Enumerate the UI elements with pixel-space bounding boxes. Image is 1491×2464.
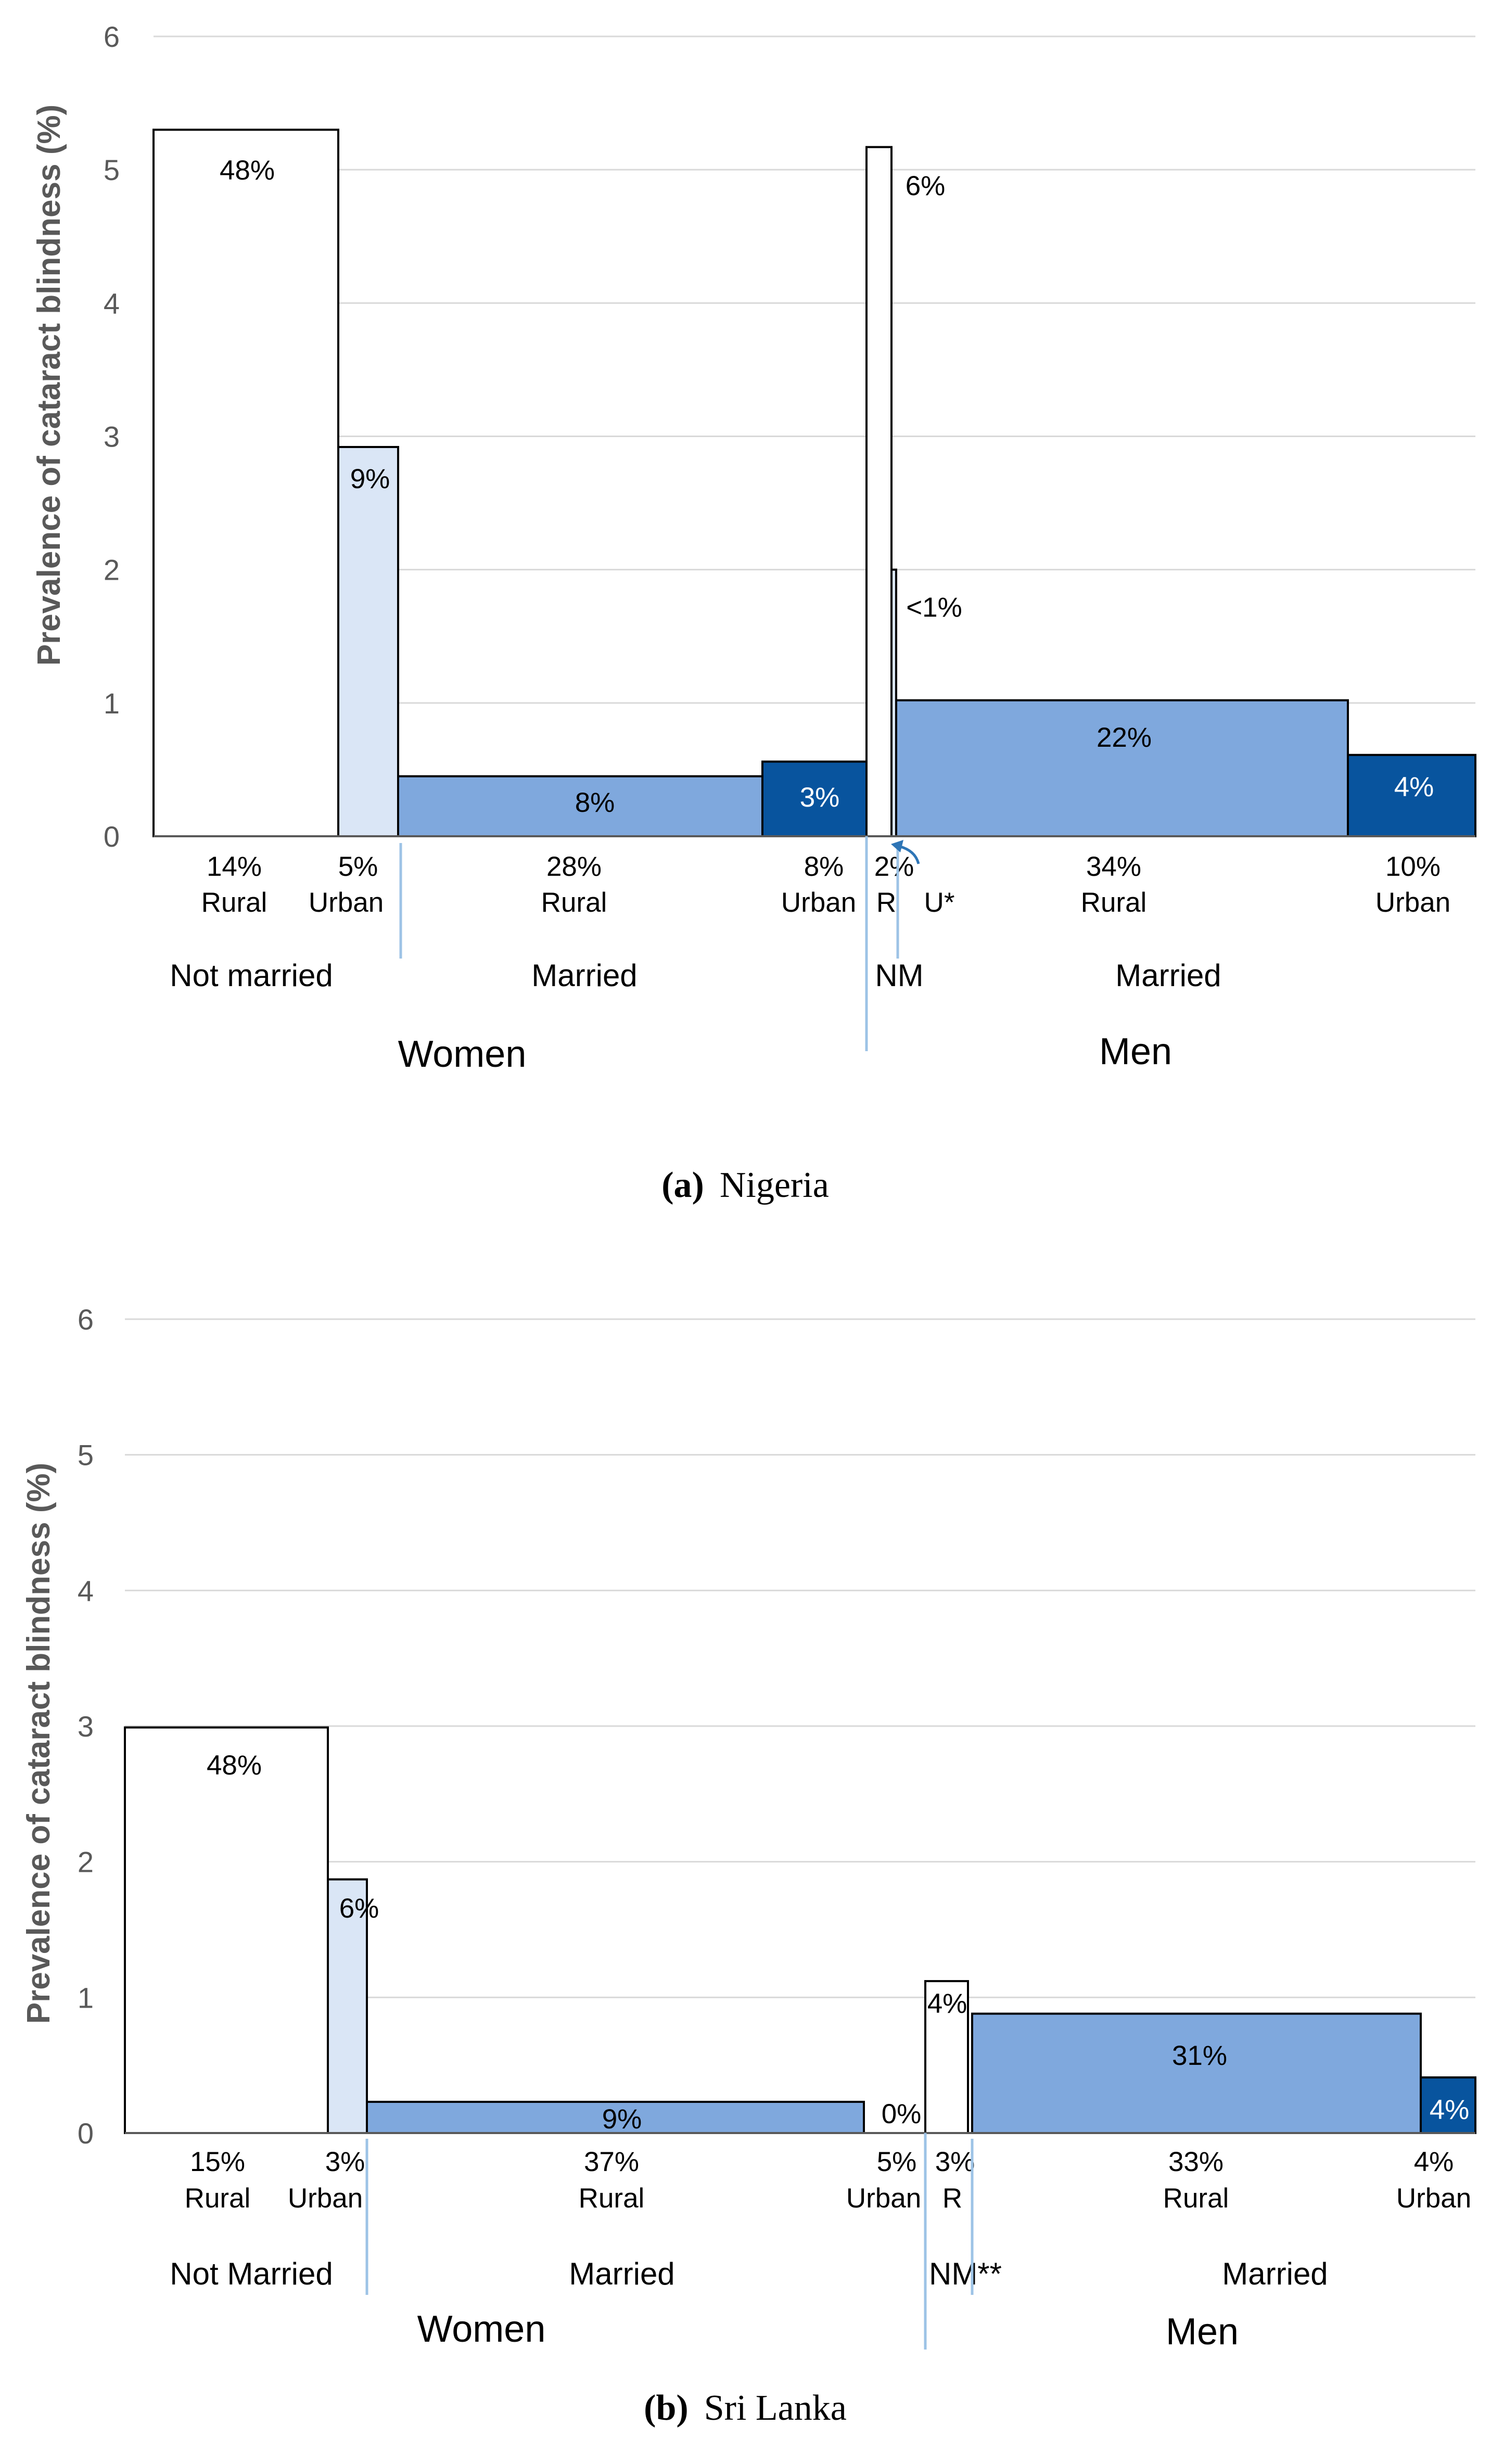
bar <box>865 146 893 838</box>
bar-label: <1% <box>906 592 962 623</box>
y-tick-label: 5 <box>104 154 120 186</box>
category-share: 33% <box>1168 2147 1224 2177</box>
category-area: R <box>876 887 896 918</box>
category-area: Rural <box>185 2183 251 2214</box>
bar <box>366 2101 865 2134</box>
category-area: Rural <box>579 2183 645 2214</box>
category-share: 4% <box>1414 2147 1454 2177</box>
chart-sri-lanka: 0 1 2 3 4 5 6 Prevalence of cataract blindness… <box>21 1303 1476 2428</box>
y-tick-label: 2 <box>104 554 120 586</box>
category-share: 5% <box>338 851 378 882</box>
category-area: Urban <box>288 2183 363 2214</box>
bar <box>895 699 1349 837</box>
bar-label: 48% <box>220 155 275 186</box>
bars <box>124 1726 1476 2135</box>
panel-letter: (b) <box>644 2388 689 2428</box>
panel-caption: (a) Nigeria <box>661 1165 829 1205</box>
bar-label: 9% <box>350 464 390 494</box>
category-area: Urban <box>781 887 856 918</box>
bars <box>152 129 1476 838</box>
bar-label: 6% <box>339 1893 379 1924</box>
category-area: R <box>942 2183 962 2214</box>
y-tick-label: 1 <box>104 687 120 720</box>
category-share: 8% <box>804 851 844 882</box>
category-share: 10% <box>1385 851 1441 882</box>
y-axis-label: Prevalence of cataract blindness (%) <box>31 105 67 666</box>
y-axis-ticks: 0 1 2 3 4 5 6 <box>104 20 120 853</box>
category-area: Rural <box>1081 887 1147 918</box>
category-share: 3% <box>935 2147 975 2177</box>
bar <box>1420 2076 1476 2135</box>
bar-label: 4% <box>1430 2095 1470 2125</box>
group-label: Married <box>1222 2256 1328 2291</box>
sex-label: Women <box>398 1033 527 1075</box>
y-tick-label: 0 <box>78 2117 94 2150</box>
category-share: 37% <box>584 2147 639 2177</box>
bar <box>337 445 399 837</box>
y-tick-label: 6 <box>104 20 120 53</box>
category-area: Urban <box>1396 2183 1471 2214</box>
chart-nigeria: 0 1 2 3 4 5 6 Prevalence of cataract blindness… <box>31 20 1476 1205</box>
y-tick-label: 3 <box>104 420 120 453</box>
bar-label: 0% <box>882 2099 922 2129</box>
category-share: 14% <box>207 851 262 882</box>
category-share: 34% <box>1086 851 1141 882</box>
bar-label: 8% <box>575 787 615 818</box>
group-label: Married <box>569 2256 674 2291</box>
panel-caption: (b) Sri Lanka <box>644 2388 847 2428</box>
group-label: Not Married <box>170 2256 333 2291</box>
group-label: Married <box>531 958 637 993</box>
sex-label: Men <box>1166 2311 1239 2353</box>
category-share: 5% <box>877 2147 917 2177</box>
y-tick-label: 6 <box>78 1303 94 1336</box>
y-tick-label: 4 <box>104 287 120 320</box>
category-share: 15% <box>190 2147 245 2177</box>
bar-label: 4% <box>927 1988 967 2019</box>
y-tick-label: 4 <box>78 1574 94 1607</box>
pointer-arrow-head <box>891 840 903 852</box>
bar-label: 4% <box>1394 772 1434 802</box>
y-axis-ticks: 0 1 2 3 4 5 6 <box>78 1303 94 2150</box>
y-tick-label: 0 <box>104 820 120 853</box>
group-label: NM <box>875 958 923 993</box>
bar-label: 22% <box>1097 722 1152 753</box>
y-tick-label: 5 <box>78 1439 94 1472</box>
bar-label: 9% <box>602 2104 642 2135</box>
bar-label: 48% <box>207 1750 262 1781</box>
panel-letter: (a) <box>661 1165 704 1205</box>
bar <box>327 1878 368 2134</box>
category-area: Urban <box>309 887 384 918</box>
group-label: NM** <box>929 2256 1002 2291</box>
bar-label: 6% <box>906 171 946 201</box>
bar-label: 3% <box>800 782 840 813</box>
category-share: 3% <box>325 2147 365 2177</box>
category-area: Rural <box>1163 2183 1229 2214</box>
y-axis-label: Prevalence of cataract blindness (%) <box>21 1463 57 2024</box>
sex-label: Women <box>417 2308 546 2350</box>
bar <box>971 2012 1422 2134</box>
category-area: Rural <box>201 887 267 918</box>
group-label: Not married <box>170 958 333 993</box>
group-label: Married <box>1115 958 1221 993</box>
sex-label: Men <box>1099 1031 1172 1073</box>
y-tick-label: 1 <box>78 1981 94 2014</box>
category-area: Urban <box>846 2183 921 2214</box>
category-share: 2% <box>874 851 914 882</box>
y-tick-label: 2 <box>78 1846 94 1879</box>
category-area: U* <box>924 887 955 918</box>
category-area: Rural <box>541 887 607 918</box>
bar <box>152 129 339 838</box>
category-area: Urban <box>1375 887 1450 918</box>
category-share: 28% <box>546 851 602 882</box>
bar <box>124 1726 329 2134</box>
y-tick-label: 3 <box>78 1710 94 1743</box>
bar-label: 31% <box>1172 2040 1227 2071</box>
